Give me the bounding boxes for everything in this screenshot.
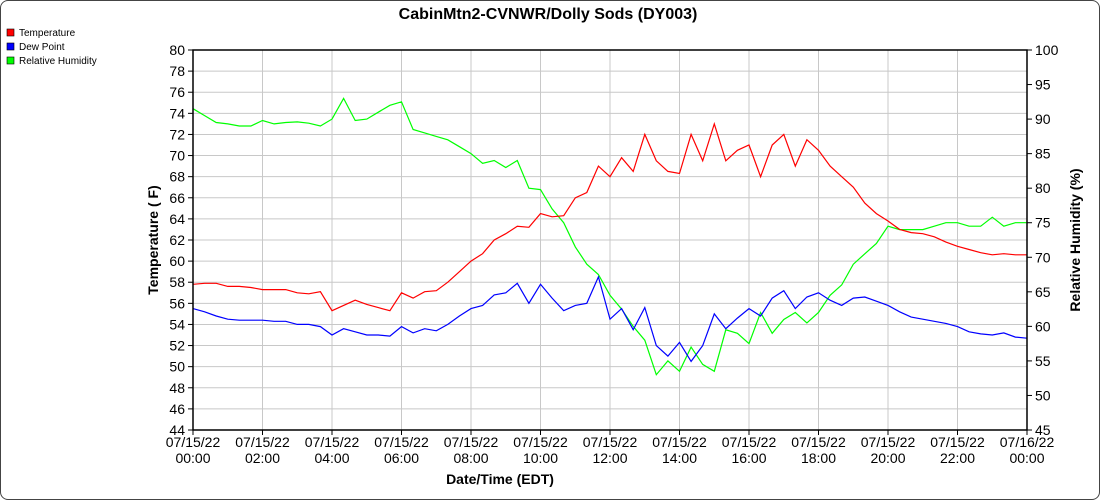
x-tick-date: 07/15/22	[374, 434, 429, 450]
x-tick-date: 07/15/22	[930, 434, 985, 450]
x-tick-date: 07/15/22	[791, 434, 846, 450]
x-tick-date: 07/16/22	[1000, 434, 1055, 450]
x-tick-time: 00:00	[175, 450, 210, 466]
y-tick-label: 44	[169, 422, 185, 438]
legend-label: Dew Point	[19, 42, 65, 53]
x-tick-date: 07/15/22	[235, 434, 290, 450]
x-tick-time: 16:00	[731, 450, 766, 466]
y-tick-label: 62	[169, 232, 185, 248]
y-tick-label: 66	[169, 190, 185, 206]
x-axis-title: Date/Time (EDT)	[446, 471, 554, 487]
y2-tick-label: 75	[1035, 215, 1051, 231]
series-lines	[192, 97, 1028, 376]
y2-tick-label: 45	[1035, 422, 1051, 438]
grid	[192, 49, 1028, 431]
legend-label: Temperature	[19, 28, 76, 39]
y-tick-label: 74	[169, 105, 185, 121]
y-tick-label: 60	[169, 253, 185, 269]
x-tick-time: 02:00	[245, 450, 280, 466]
x-tick-time: 20:00	[870, 450, 905, 466]
y2-tick-label: 90	[1035, 111, 1051, 127]
y-tick-label: 46	[169, 401, 185, 417]
legend-swatch	[6, 28, 15, 37]
x-tick-date: 07/15/22	[861, 434, 916, 450]
x-tick-date: 07/15/22	[652, 434, 707, 450]
x-tick-time: 12:00	[592, 450, 627, 466]
x-tick-time: 00:00	[1009, 450, 1044, 466]
x-tick-date: 07/15/22	[305, 434, 360, 450]
series-line-dew-point	[192, 275, 1028, 363]
y-tick-label: 64	[169, 211, 185, 227]
x-tick-date: 07/15/22	[513, 434, 568, 450]
y-tick-label: 72	[169, 126, 185, 142]
y-tick-label: 58	[169, 274, 185, 290]
y2-axis-title: Relative Humidity (%)	[1067, 168, 1083, 311]
x-tick-time: 08:00	[453, 450, 488, 466]
y2-tick-label: 85	[1035, 146, 1051, 162]
x-tick-time: 14:00	[662, 450, 697, 466]
y-tick-label: 70	[169, 148, 185, 164]
y2-tick-label: 100	[1035, 42, 1059, 58]
y-tick-label: 76	[169, 84, 185, 100]
y2-tick-label: 95	[1035, 77, 1051, 93]
y2-tick-label: 50	[1035, 387, 1051, 403]
y2-tick-label: 60	[1035, 318, 1051, 334]
x-tick-date: 07/15/22	[444, 434, 499, 450]
x-tick-date: 07/15/22	[722, 434, 777, 450]
x-tick-date: 07/15/22	[166, 434, 221, 450]
y-tick-label: 80	[169, 42, 185, 58]
y2-tick-label: 55	[1035, 353, 1051, 369]
chart-title: CabinMtn2-CVNWR/Dolly Sods (DY003)	[399, 6, 698, 23]
y-tick-label: 68	[169, 169, 185, 185]
legend: Temperature Dew Point Relative Humidity	[6, 28, 97, 67]
y-tick-label: 54	[169, 316, 185, 332]
series-line-relative-humidity	[192, 97, 1027, 376]
x-tick-date: 07/15/22	[583, 434, 638, 450]
legend-label: Relative Humidity	[19, 56, 97, 67]
y2-tick-label: 65	[1035, 284, 1051, 300]
x-tick-time: 10:00	[523, 450, 558, 466]
x-tick-time: 06:00	[384, 450, 419, 466]
y-tick-label: 78	[169, 63, 185, 79]
y2-tick-label: 70	[1035, 249, 1051, 265]
x-tick-time: 04:00	[314, 450, 349, 466]
y-tick-label: 48	[169, 380, 185, 396]
legend-swatch	[6, 56, 15, 65]
y-tick-label: 56	[169, 295, 185, 311]
y-tick-label: 50	[169, 359, 185, 375]
axis-ticks: 44 46 48 50 52 54 56 58 60 62 64 66 68 70 72 74 76 78 80 45…	[166, 42, 1059, 466]
x-tick-time: 18:00	[801, 450, 836, 466]
y-tick-label: 52	[169, 338, 185, 354]
legend-swatch	[6, 42, 15, 51]
y-axis-title: Temperature ( F)	[145, 185, 161, 294]
y2-tick-label: 80	[1035, 180, 1051, 196]
series-line-temperature	[192, 121, 1027, 312]
x-tick-time: 22:00	[940, 450, 975, 466]
